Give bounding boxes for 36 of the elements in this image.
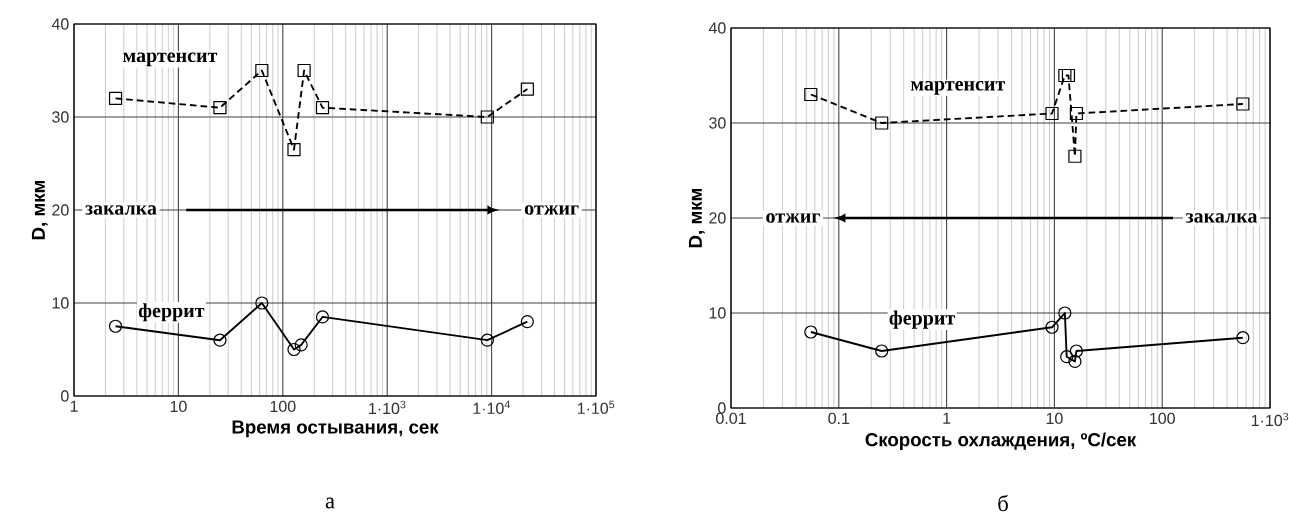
x-tick-label: 1·10$^{3}$ xyxy=(369,400,406,415)
series-label: мартенсит xyxy=(123,52,218,67)
x-axis-title: Скорость охлаждения, ºC/сек xyxy=(865,432,1137,451)
text: б xyxy=(998,494,1008,512)
x-tick-label: 1·10$^{3}$ xyxy=(1251,412,1289,427)
y-tick-label: 40 xyxy=(51,18,69,30)
series-label: феррит xyxy=(138,303,205,322)
y-tick-label: 0 xyxy=(718,402,726,414)
x-tick-label: 100 xyxy=(270,400,296,413)
y-axis-title: D, мкм xyxy=(688,188,705,248)
series-label: мартенсит xyxy=(911,81,1006,95)
annotation: отжиг xyxy=(524,205,579,215)
y-tick-label: 0 xyxy=(61,390,69,402)
x-tick-label: 0.01 xyxy=(716,412,746,425)
x-tick-label: 1 xyxy=(943,412,951,424)
y-tick-label: 30 xyxy=(52,111,69,123)
x-tick-label: 1·10$^{4}$ xyxy=(473,400,510,414)
y-tick-label: 30 xyxy=(709,117,726,129)
x-tick-label: 10 xyxy=(1046,412,1063,425)
y-tick-label: 10 xyxy=(709,307,726,319)
x-tick-label: 100 xyxy=(1150,412,1175,425)
y-tick-label: 40 xyxy=(708,22,726,34)
x-tick-label: 1·10$^{5}$ xyxy=(577,400,615,414)
x-tick-label: 10 xyxy=(170,400,187,413)
x-tick-label: 0.1 xyxy=(828,412,850,425)
y-tick-label: 20 xyxy=(52,204,69,216)
y-tick-label: 10 xyxy=(52,297,69,309)
text: а xyxy=(325,497,335,509)
annotation: отжиг xyxy=(766,213,820,223)
x-axis-title: Время остывания, сек xyxy=(232,420,439,438)
series-label: феррит xyxy=(889,310,955,329)
y-tick-label: 20 xyxy=(709,212,726,224)
annotation: закалка xyxy=(1185,213,1258,223)
annotation: закалка xyxy=(85,205,157,215)
y-axis-title: D, мкм xyxy=(31,180,48,240)
x-tick-label: 1 xyxy=(70,400,78,412)
